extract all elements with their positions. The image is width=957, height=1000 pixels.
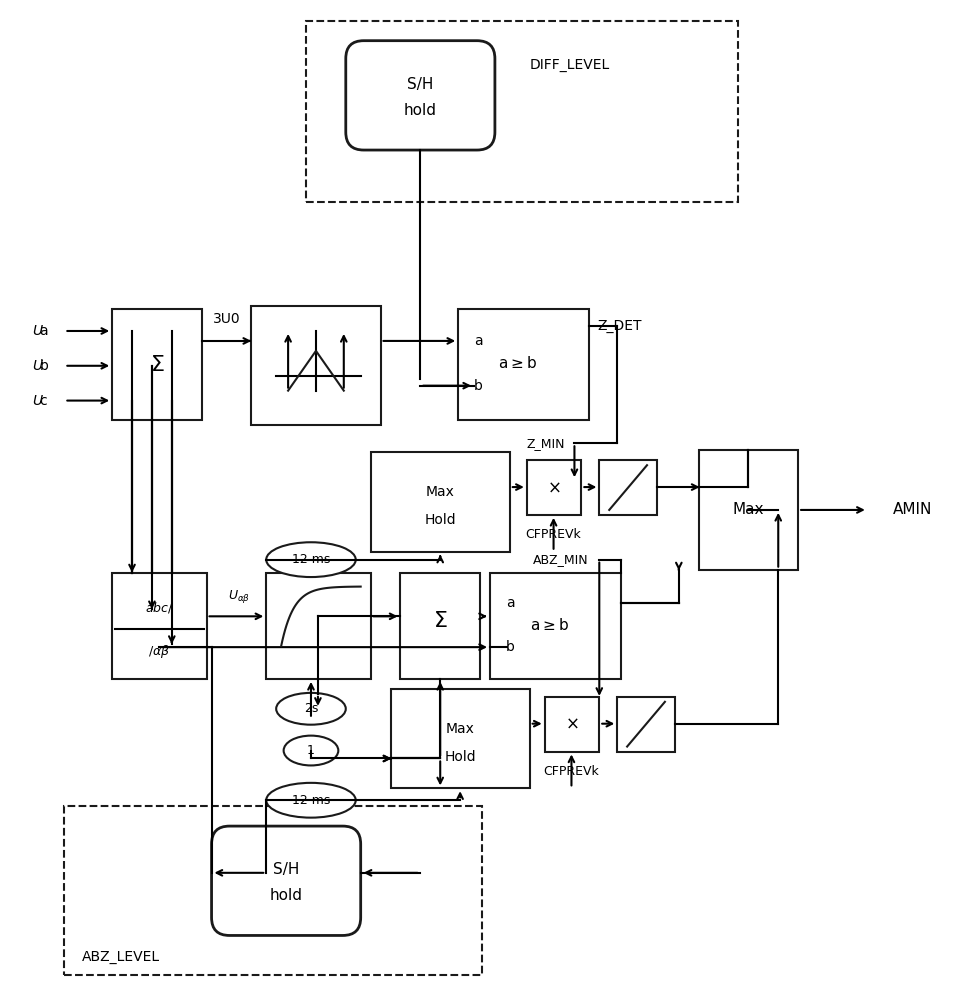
Text: 12 ms: 12 ms [292,553,330,566]
Bar [390,689,530,788]
Text: S/H: S/H [273,862,300,877]
Bar [64,806,482,975]
Text: Z_DET: Z_DET [597,319,642,333]
Text: $\Sigma$: $\Sigma$ [149,355,165,375]
Bar [112,309,202,420]
Ellipse shape [283,736,339,765]
Text: b: b [506,640,515,654]
Bar [699,450,798,570]
FancyBboxPatch shape [211,826,361,935]
Bar [490,573,621,679]
Bar [599,460,657,515]
Bar [252,306,381,425]
Text: 1: 1 [307,744,315,757]
Text: ABZ_MIN: ABZ_MIN [533,553,589,566]
Text: Hold: Hold [444,750,476,764]
Text: a: a [506,596,515,610]
Bar [545,697,599,752]
Text: $\times$: $\times$ [565,715,578,733]
Text: Hold: Hold [424,513,456,527]
Text: $U_{\alpha\beta}$: $U_{\alpha\beta}$ [229,588,251,605]
Text: $abc$/: $abc$/ [145,600,173,615]
Text: CFPREVk: CFPREVk [525,528,582,541]
Text: 3U0: 3U0 [212,312,240,326]
Text: hold: hold [270,888,302,903]
Text: DIFF_LEVEL: DIFF_LEVEL [530,58,610,72]
Text: /$\alpha\beta$: /$\alpha\beta$ [147,643,170,660]
Text: a$\geq$b: a$\geq$b [498,355,537,371]
Text: $U\!$b: $U\!$b [32,358,50,373]
Text: $U\!$c: $U\!$c [33,394,49,408]
Text: AMIN: AMIN [893,502,932,517]
Bar [370,452,510,552]
Text: $U\!$a: $U\!$a [32,324,49,338]
Text: b: b [474,379,483,393]
FancyBboxPatch shape [345,41,495,150]
Bar [458,309,590,420]
Text: 2s: 2s [303,702,318,715]
Text: hold: hold [404,103,436,118]
Text: 12 ms: 12 ms [292,794,330,807]
Bar [112,573,207,679]
Bar [400,573,480,679]
Text: Max: Max [446,722,475,736]
Text: $\times$: $\times$ [546,478,561,496]
Text: a: a [474,334,482,348]
Ellipse shape [277,693,345,725]
Bar [526,460,582,515]
Bar [266,573,370,679]
Text: a$\geq$b: a$\geq$b [530,617,568,633]
Text: Max: Max [426,485,455,499]
Text: $\Sigma$: $\Sigma$ [433,611,448,631]
Bar [306,21,739,202]
Text: S/H: S/H [407,77,434,92]
Text: ABZ_LEVEL: ABZ_LEVEL [82,950,161,964]
Text: Z_MIN: Z_MIN [526,437,566,450]
Text: Max: Max [733,502,765,517]
Ellipse shape [266,542,356,577]
Bar [617,697,675,752]
Ellipse shape [266,783,356,818]
Text: CFPREVk: CFPREVk [544,765,599,778]
